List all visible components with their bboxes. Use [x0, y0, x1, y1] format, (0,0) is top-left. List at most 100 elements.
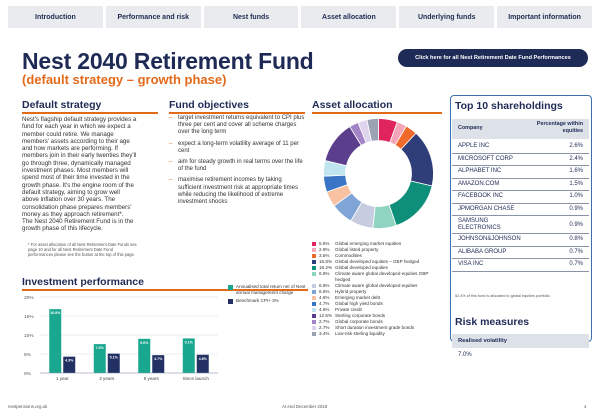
legend-percentage: 2.9%: [319, 247, 330, 252]
legend-item: 6.9% Climate aware global developed equit…: [312, 271, 442, 283]
legend-swatch: [312, 242, 316, 246]
company-percentage: 0.7%: [569, 248, 583, 255]
bar-return: [138, 338, 151, 373]
company-name: ALPHABET INC: [458, 168, 502, 174]
legend-item: 6.8% Climate aware global developed equit…: [312, 283, 442, 289]
legend-swatch: [312, 320, 316, 324]
y-tick-label: 10%: [24, 333, 34, 339]
legend-swatch: [312, 272, 316, 276]
legend-item: 4.7% Global high yield bonds: [312, 301, 442, 307]
top10-heading: Top 10 shareholdings: [455, 100, 563, 112]
company-percentage: 0.9%: [569, 205, 583, 212]
objective-item: maximise retirement incomes by taking su…: [169, 177, 305, 206]
tab-important-information[interactable]: Important information: [497, 6, 592, 28]
text-line: consolidation phase prepares members': [22, 203, 132, 211]
tab-nest-funds[interactable]: Nest funds: [203, 6, 299, 28]
company-name: JPMORGAN CHASE: [458, 205, 515, 212]
text-line: money as they approach retirement*.: [22, 210, 124, 218]
legend-item-benchmark: Benchmark CPI+ 3%: [228, 298, 308, 304]
legend-label: Short duration investment grade bonds: [335, 325, 415, 330]
donut-slice: [366, 118, 379, 142]
footnote-line: page 10 and for all Nest Retirement Date…: [28, 247, 113, 252]
col-percentage: Percentage within equities: [536, 121, 583, 134]
tab-underlying-funds[interactable]: Underlying funds: [399, 6, 495, 28]
legend-label: Annualised total return net of Nest annu…: [236, 284, 306, 295]
legend-item: 2.9% Global listed property: [312, 247, 442, 253]
col-company: Company: [458, 125, 483, 131]
bar-value-label: 4.7%: [154, 357, 163, 361]
bar-return: [49, 309, 62, 373]
objective-item: target investment returns equivalent to …: [169, 115, 305, 137]
legend-item: 12.5% Sterling corporate bonds: [312, 313, 442, 319]
fund-objectives-list: target investment returns equivalent to …: [169, 115, 305, 210]
default-strategy-footnote: * For asset allocation of all Nest Retir…: [28, 242, 163, 257]
company-percentage: 1.5%: [569, 180, 583, 187]
realised-volatility-value: 7.0%: [458, 352, 472, 358]
bar-return: [93, 344, 106, 373]
bar-benchmark: [196, 354, 209, 373]
page-title: Nest 2040 Retirement Fund: [22, 48, 314, 74]
all-fund-performances-button[interactable]: Click here for all Nest Retirement Date …: [398, 49, 588, 67]
legend-label: Global developed equities – GBP hedged: [335, 259, 420, 264]
tab-introduction[interactable]: Introduction: [8, 6, 103, 28]
footer-page-number: 4: [584, 404, 587, 409]
legend-swatch: [312, 302, 316, 306]
legend-percentage: 4.6%: [319, 307, 330, 312]
table-row: APPLE INC 2.6%: [452, 140, 589, 154]
asset-allocation-donut: [323, 118, 434, 229]
objective-item: aim for steady growth in real terms over…: [169, 159, 305, 173]
company-percentage: 0.9%: [569, 222, 583, 228]
table-row: FACEBOOK INC 1.0%: [452, 190, 589, 204]
investment-performance-rule: [22, 289, 308, 291]
legend-label: Climate aware global developed equities …: [335, 271, 429, 282]
company-name: AMAZON.COM: [458, 180, 500, 187]
table-row: ALIBABA GROUP 0.7%: [452, 246, 589, 259]
company-percentage: 2.6%: [569, 143, 583, 149]
footnote-line: performances please see the button at th…: [28, 252, 135, 257]
legend-item: 4.6% Private credit: [312, 307, 442, 313]
bar-value-label: 9.0%: [140, 341, 149, 345]
bar-benchmark: [107, 353, 120, 373]
text-line: spend most of their time invested in the: [22, 174, 130, 182]
investment-performance-heading: Investment performance: [22, 276, 144, 288]
legend-percentage: 5.6%: [319, 241, 330, 246]
x-tick-label: 5 years: [144, 376, 160, 381]
company-name: ALIBABA GROUP: [458, 248, 507, 255]
legend-percentage: 2.7%: [319, 325, 330, 330]
company-name: SAMSUNG ELECTRONICS: [458, 218, 501, 231]
legend-item: 16.2% Global developed equities: [312, 265, 442, 271]
legend-swatch: [228, 298, 233, 304]
company-percentage: 1.0%: [569, 193, 583, 199]
tab-asset-allocation[interactable]: Asset allocation: [301, 6, 397, 28]
footnote-line: * For asset allocation of all Nest Retir…: [28, 242, 137, 247]
legend-percentage: 3.4%: [319, 331, 330, 336]
y-tick-label: 15%: [24, 314, 34, 320]
bar-value-label: 16.8%: [50, 311, 61, 315]
text-line: The Nest 2040 Retirement Fund is in the: [22, 218, 134, 226]
legend-item: 3.5% Commodities: [312, 253, 442, 259]
legend-label: Commodities: [335, 253, 362, 258]
company-percentage: 2.4%: [569, 155, 583, 162]
text-line: member could retire. We manage: [22, 130, 114, 138]
text-line: members join in their early twenties the…: [22, 152, 137, 160]
legend-item: 5.6% Global emerging market equities: [312, 241, 442, 247]
legend-item: 4.6% Emerging market debt: [312, 295, 442, 301]
table-row: JOHNSON&JOHNSON 0.8%: [452, 233, 589, 247]
legend-swatch: [312, 284, 316, 288]
donut-slice: [388, 180, 433, 227]
legend-swatch: [312, 290, 316, 294]
legend-label: Benchmark CPI+ 3%: [236, 298, 279, 304]
asset-allocation-rule: [312, 112, 442, 114]
legend-percentage: 4.7%: [319, 301, 330, 306]
fund-objectives-heading: Fund objectives: [169, 99, 249, 111]
table-row: SAMSUNG ELECTRONICS 0.9%: [452, 215, 589, 234]
legend-swatch: [312, 308, 316, 312]
table-row: JPMORGAN CHASE 0.9%: [452, 203, 589, 216]
text-line: and how markets are performing. If: [22, 145, 118, 153]
legend-swatch: [228, 284, 233, 290]
bar-value-label: 7.6%: [96, 346, 105, 350]
risk-measures-heading: Risk measures: [455, 316, 530, 328]
company-name: MICROSOFT CORP: [458, 155, 513, 162]
legend-label: Sterling corporate bonds: [335, 313, 386, 318]
tab-performance-and-risk[interactable]: Performance and risk: [105, 6, 201, 28]
